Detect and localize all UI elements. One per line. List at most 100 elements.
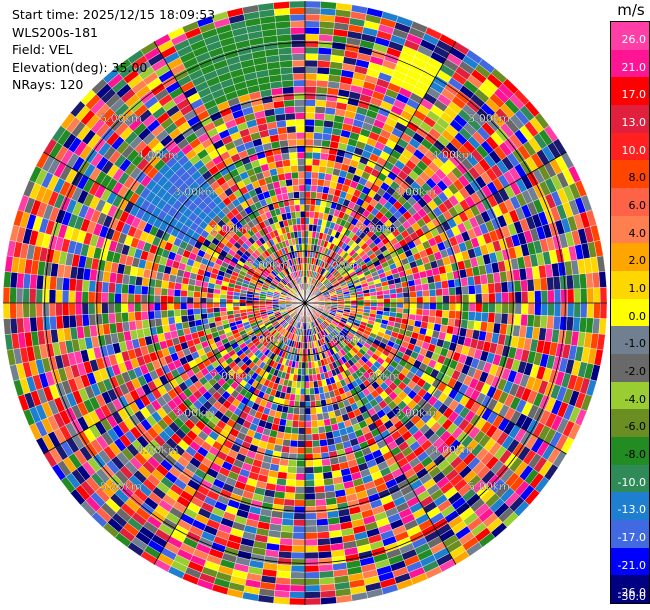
velocity-gate xyxy=(318,165,327,174)
velocity-gate xyxy=(55,289,63,304)
velocity-gate xyxy=(226,302,234,308)
velocity-gate xyxy=(121,283,129,294)
velocity-gate xyxy=(363,302,371,307)
velocity-gate xyxy=(68,278,77,292)
velocity-gate xyxy=(42,302,50,317)
velocity-gate xyxy=(101,302,109,314)
velocity-gate xyxy=(294,486,306,494)
velocity-gate xyxy=(304,217,310,225)
velocity-gate xyxy=(315,498,327,507)
velocity-gate xyxy=(304,473,315,481)
velocity-gate xyxy=(316,79,329,88)
velocity-gate xyxy=(526,278,535,292)
velocity-gate xyxy=(232,302,240,307)
velocity-gate xyxy=(552,315,561,330)
velocity-gate xyxy=(593,287,601,304)
velocity-gate xyxy=(293,512,306,520)
velocity-gate xyxy=(416,302,424,310)
velocity-gate xyxy=(318,557,333,566)
velocity-gate xyxy=(313,125,324,134)
velocity-gate xyxy=(376,294,384,300)
velocity-gate xyxy=(299,394,306,402)
velocity-gate xyxy=(304,191,311,199)
velocity-gate xyxy=(313,380,319,389)
velocity-gate xyxy=(395,287,404,294)
velocity-gate xyxy=(319,20,335,29)
velocity-gate xyxy=(301,368,306,376)
velocity-gate xyxy=(308,381,315,389)
velocity-gate xyxy=(295,479,306,487)
velocity-gate xyxy=(304,591,321,599)
velocity-gate xyxy=(481,302,489,313)
velocity-gate xyxy=(127,302,135,313)
velocity-gate xyxy=(304,565,320,573)
velocity-gate xyxy=(316,413,324,421)
velocity-gate xyxy=(289,446,298,454)
velocity-gate xyxy=(186,296,194,304)
velocity-gate xyxy=(304,506,317,514)
velocity-gate xyxy=(304,204,311,212)
velocity-gate xyxy=(396,292,404,299)
velocity-gate xyxy=(304,492,316,501)
velocity-gate xyxy=(160,310,169,319)
velocity-gate xyxy=(313,132,323,140)
velocity-gate xyxy=(507,313,515,326)
velocity-gate xyxy=(289,439,298,448)
velocity-gate xyxy=(434,281,443,290)
velocity-gate xyxy=(409,297,417,304)
velocity-gate xyxy=(422,289,430,297)
velocity-gate xyxy=(304,388,310,396)
velocity-gate xyxy=(304,525,318,533)
velocity-gate xyxy=(108,282,116,294)
velocity-gate xyxy=(547,289,555,304)
velocity-gate xyxy=(180,283,189,291)
velocity-gate xyxy=(304,13,321,22)
velocity-gate xyxy=(382,289,391,295)
velocity-gate xyxy=(285,419,293,428)
velocity-gate xyxy=(304,59,318,68)
velocity-gate xyxy=(560,302,568,317)
velocity-gate xyxy=(95,280,103,293)
velocity-gate xyxy=(514,302,522,315)
velocity-gate xyxy=(161,317,169,326)
velocity-gate xyxy=(316,518,329,527)
velocity-gate xyxy=(193,308,201,315)
velocity-gate xyxy=(304,99,316,107)
velocity-gate xyxy=(304,466,315,474)
velocity-gate xyxy=(311,426,319,435)
velocity-gate xyxy=(313,138,323,147)
velocity-gate xyxy=(304,512,317,520)
velocity-gate xyxy=(304,578,320,586)
velocity-gate xyxy=(598,271,607,288)
velocity-gate xyxy=(422,302,430,310)
velocity-gate xyxy=(290,571,306,579)
velocity-gate xyxy=(2,287,11,304)
velocity-gate xyxy=(546,276,555,291)
velocity-gate xyxy=(300,388,306,396)
velocity-gate xyxy=(291,420,299,428)
velocity-gate xyxy=(514,291,522,304)
velocity-gate xyxy=(107,292,116,304)
velocity-gate xyxy=(280,531,294,540)
velocity-gate xyxy=(428,309,437,317)
velocity-gate xyxy=(304,79,317,87)
velocity-gate xyxy=(304,479,315,487)
velocity-gate xyxy=(29,288,37,304)
velocity-gate xyxy=(188,320,197,328)
velocity-gate xyxy=(289,597,306,606)
velocity-gate xyxy=(239,302,247,307)
velocity-gate xyxy=(22,273,31,289)
velocity-gate xyxy=(311,165,320,173)
velocity-gate xyxy=(173,295,181,304)
velocity-gate xyxy=(383,302,391,308)
velocity-gate xyxy=(429,295,437,304)
velocity-gate xyxy=(314,106,326,114)
velocity-gate xyxy=(307,361,313,369)
velocity-gate xyxy=(81,291,89,304)
velocity-gate xyxy=(294,492,306,501)
velocity-gate xyxy=(101,292,109,304)
velocity-gate xyxy=(213,311,221,318)
velocity-gate xyxy=(286,413,294,421)
velocity-gate xyxy=(357,299,365,304)
velocity-gate xyxy=(598,318,607,335)
